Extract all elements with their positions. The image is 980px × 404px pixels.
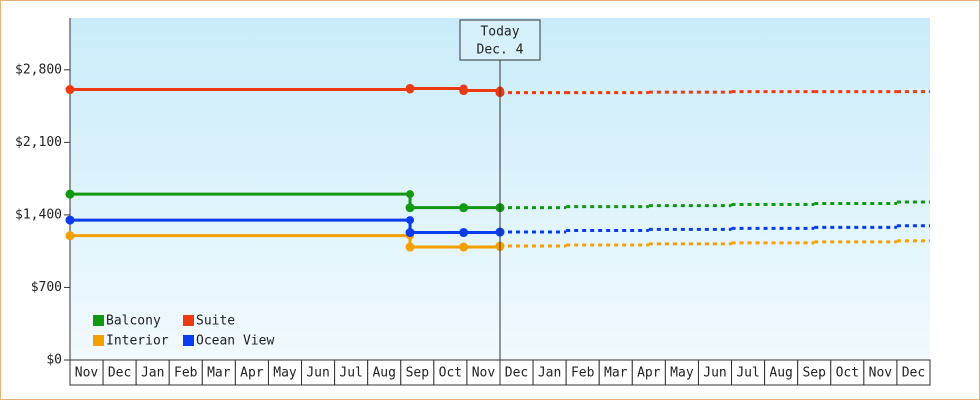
x-tick-label: Jul <box>736 366 759 381</box>
x-tick-label: Mar <box>207 366 231 381</box>
x-tick-label: Dec <box>108 366 131 381</box>
x-cell <box>863 359 898 386</box>
x-cell <box>102 359 137 386</box>
x-tick-label: Sep <box>802 366 826 381</box>
marker-end <box>406 216 415 225</box>
x-tick-label: May <box>670 366 694 381</box>
y-tick-label: $0 <box>46 353 62 368</box>
legend-label: Ocean View <box>196 334 274 349</box>
today-label: Dec. 4 <box>477 43 524 58</box>
legend-swatch <box>93 335 104 346</box>
marker <box>405 83 415 93</box>
x-tick-label: Nov <box>75 366 99 381</box>
x-cell <box>267 359 303 386</box>
x-tick-label: Feb <box>174 366 198 381</box>
marker <box>459 242 469 252</box>
x-tick-label: Apr <box>637 366 661 381</box>
x-cell <box>168 359 203 386</box>
x-tick-label: Jun <box>306 366 329 381</box>
today-box <box>459 19 541 61</box>
legend-label: Suite <box>196 314 235 329</box>
x-cell <box>565 359 600 386</box>
x-tick-label: Mar <box>604 366 628 381</box>
x-cell <box>234 359 269 386</box>
x-cell <box>598 359 633 386</box>
x-cell <box>201 359 236 386</box>
x-tick-label: Apr <box>240 366 264 381</box>
x-tick-label: Dec <box>902 366 925 381</box>
x-tick-label: Oct <box>836 366 859 381</box>
legend-swatch <box>183 335 194 346</box>
x-tick-label: Oct <box>439 366 462 381</box>
marker <box>65 189 75 199</box>
y-tick-label: $2,100 <box>15 135 62 150</box>
x-cell <box>466 359 501 386</box>
x-cell <box>334 359 369 386</box>
marker <box>65 85 75 95</box>
marker <box>459 86 469 96</box>
marker <box>459 203 469 213</box>
marker <box>65 215 75 225</box>
x-cell <box>301 359 336 386</box>
x-cell <box>532 359 567 386</box>
legend-swatch <box>93 315 104 326</box>
x-cell <box>499 359 534 386</box>
today-label: Today <box>480 25 519 40</box>
x-tick-label: Jan <box>538 366 561 381</box>
x-cell <box>367 359 402 386</box>
x-tick-label: Jan <box>141 366 164 381</box>
x-cell <box>797 359 832 386</box>
x-tick-label: Sep <box>406 366 430 381</box>
x-tick-label: Nov <box>869 366 893 381</box>
x-tick-label: Aug <box>769 366 792 381</box>
legend-swatch <box>183 315 194 326</box>
marker <box>405 203 415 213</box>
x-cell <box>697 359 733 386</box>
y-tick-label: $1,400 <box>15 207 62 222</box>
marker <box>405 242 415 252</box>
x-cell <box>631 359 666 386</box>
x-cell <box>896 359 931 386</box>
marker-end <box>406 190 415 199</box>
x-cell <box>664 359 699 386</box>
x-tick-label: Aug <box>372 366 395 381</box>
legend-label: Balcony <box>106 314 161 329</box>
marker <box>459 228 469 238</box>
x-cell <box>69 359 104 386</box>
y-tick-label: $2,800 <box>15 62 62 77</box>
legend-label: Interior <box>106 334 169 349</box>
x-tick-label: Nov <box>472 366 496 381</box>
marker <box>405 228 415 238</box>
x-tick-label: Jun <box>703 366 726 381</box>
x-tick-label: Feb <box>571 366 595 381</box>
x-tick-label: May <box>273 366 297 381</box>
marker <box>65 231 75 241</box>
x-tick-label: Dec <box>505 366 528 381</box>
y-tick-label: $700 <box>31 280 62 295</box>
x-cell <box>830 359 865 386</box>
x-tick-label: Jul <box>339 366 362 381</box>
x-cell <box>135 359 170 386</box>
